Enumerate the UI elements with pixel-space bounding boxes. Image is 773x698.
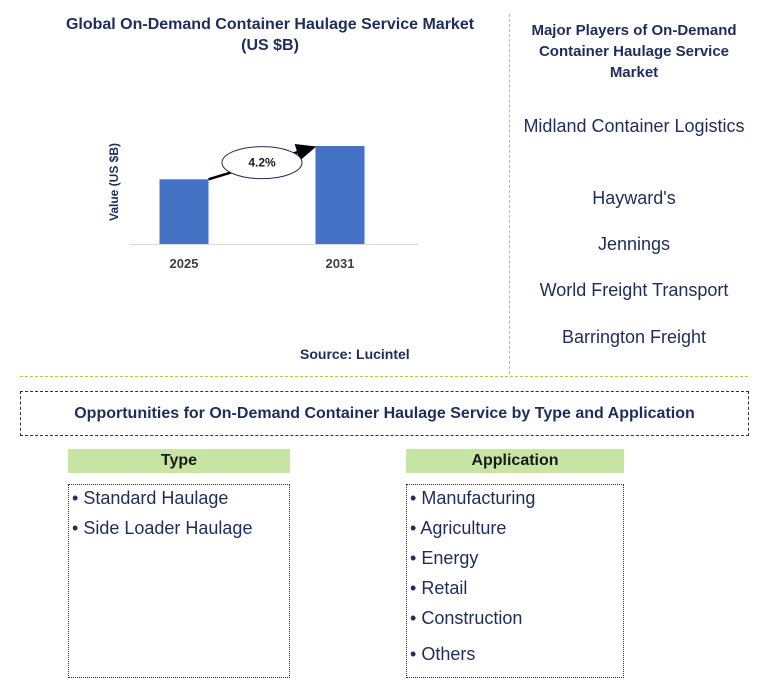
cagr-bubble bbox=[221, 146, 303, 180]
vertical-divider bbox=[509, 14, 510, 374]
chart-title: Global On-Demand Container Haulage Servi… bbox=[65, 16, 475, 54]
bar-2031 bbox=[315, 146, 365, 244]
application-header: Application bbox=[406, 449, 624, 473]
type-item: • Side Loader Haulage bbox=[72, 518, 253, 538]
application-item: • Energy bbox=[410, 548, 479, 568]
application-item: • Others bbox=[410, 644, 476, 664]
horizontal-divider bbox=[20, 376, 748, 377]
player-jennings: Jennings bbox=[597, 234, 671, 254]
application-item: • Agriculture bbox=[410, 518, 507, 538]
opportunities-title: Opportunities for On-Demand Container Ha… bbox=[20, 391, 749, 436]
bar-2025 bbox=[159, 179, 209, 244]
player-barrington: Barrington Freight bbox=[561, 327, 707, 347]
type-item: • Standard Haulage bbox=[72, 488, 229, 508]
type-list bbox=[68, 484, 290, 678]
bar-chart: Value (US $B) 2025 2031 4.2% bbox=[107, 143, 418, 271]
application-item: • Manufacturing bbox=[410, 488, 536, 508]
application-item: • Retail bbox=[410, 578, 468, 598]
player-midland: Midland Container Logistics bbox=[523, 116, 745, 136]
x-tick-label: 2025 bbox=[170, 256, 199, 271]
cagr-label: 4.2% bbox=[248, 156, 276, 170]
source-note: Source: Lucintel bbox=[300, 346, 410, 362]
player-world-freight: World Freight Transport bbox=[539, 280, 729, 300]
y-axis-label: Value (US $B) bbox=[107, 143, 121, 221]
player-haywards: Hayward's bbox=[592, 188, 676, 208]
x-tick-label: 2031 bbox=[326, 256, 355, 271]
application-list bbox=[406, 484, 624, 678]
players-title: Major Players of On-Demand Container Hau… bbox=[531, 22, 737, 81]
type-header: Type bbox=[68, 449, 290, 473]
application-item: • Construction bbox=[410, 608, 523, 628]
